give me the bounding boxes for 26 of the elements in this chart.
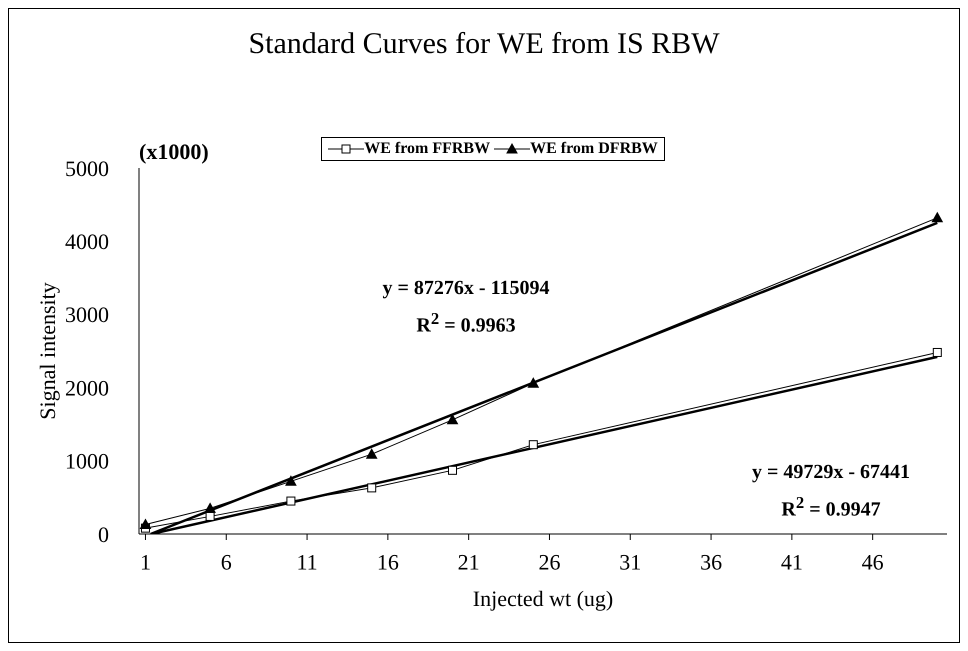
x-tick-label: 16 [376, 550, 399, 575]
x-tick-label: 6 [220, 550, 232, 575]
y-tick-label: 2000 [65, 375, 109, 400]
x-tick-label: 11 [296, 550, 318, 575]
legend-label: WE from DFRBW [530, 140, 658, 158]
annotation: R$^{2}$ = 0.9947 [781, 493, 881, 522]
annotation: y = 49729x - 67441 [752, 461, 910, 484]
x-tick-label: 41 [780, 550, 803, 575]
annotation: y = 87276x - 115094 [382, 277, 550, 300]
y-tick-label: 0 [98, 522, 109, 547]
y-tick-label: 3000 [65, 302, 109, 328]
x-tick-label: 21 [458, 550, 480, 575]
y-tick-label: 4000 [65, 229, 109, 254]
y-axis-title: Signal intensity [34, 282, 60, 420]
x-tick-label: 46 [862, 550, 884, 575]
text: (x1000) [139, 139, 209, 165]
y-tick-label: 1000 [65, 448, 109, 474]
x-tick-label: 1 [140, 550, 151, 575]
legend-label: WE from FFRBW [364, 140, 490, 158]
x-tick-label: 31 [619, 550, 642, 575]
chart-title: Standard Curves for WE from IS RBW [247, 27, 721, 61]
x-tick-label: 26 [538, 550, 560, 575]
y-tick-label: 5000 [65, 156, 109, 181]
annotation: R$^{2}$ = 0.9963 [416, 309, 516, 338]
x-tick-label: 36 [700, 550, 722, 575]
x-axis-title: Injected wt (ug) [472, 586, 614, 611]
